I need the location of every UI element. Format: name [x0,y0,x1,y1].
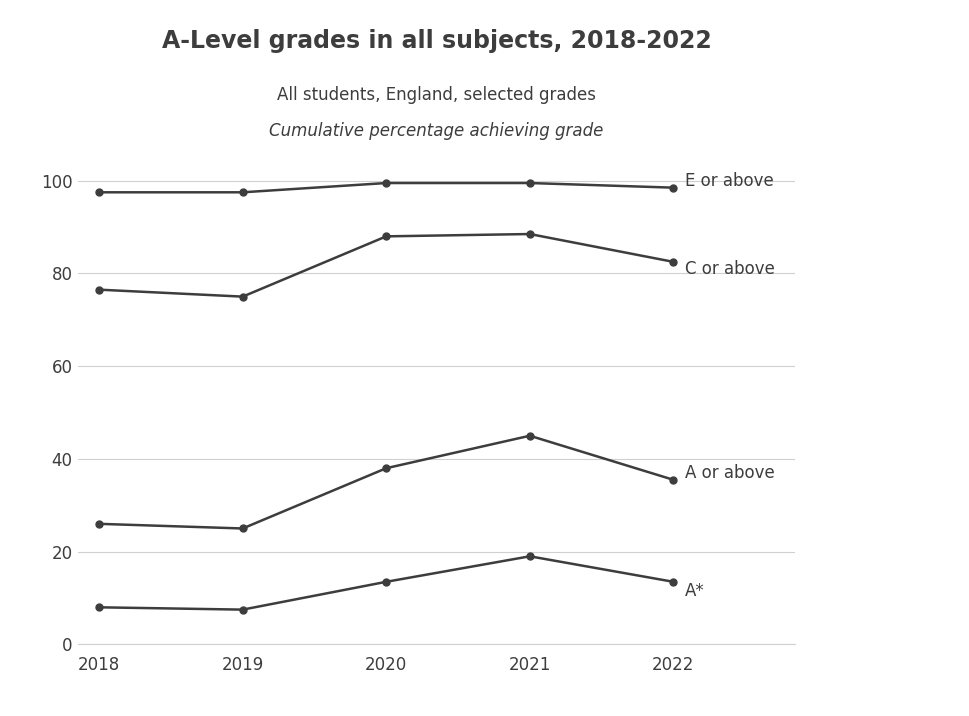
Text: All students, England, selected grades: All students, England, selected grades [277,86,595,104]
Text: A-Level grades in all subjects, 2018-2022: A-Level grades in all subjects, 2018-202… [162,29,710,53]
Text: A*: A* [684,582,703,600]
Text: C or above: C or above [684,260,774,278]
Text: Cumulative percentage achieving grade: Cumulative percentage achieving grade [269,122,603,140]
Text: E or above: E or above [684,172,773,190]
Text: A or above: A or above [684,464,774,482]
